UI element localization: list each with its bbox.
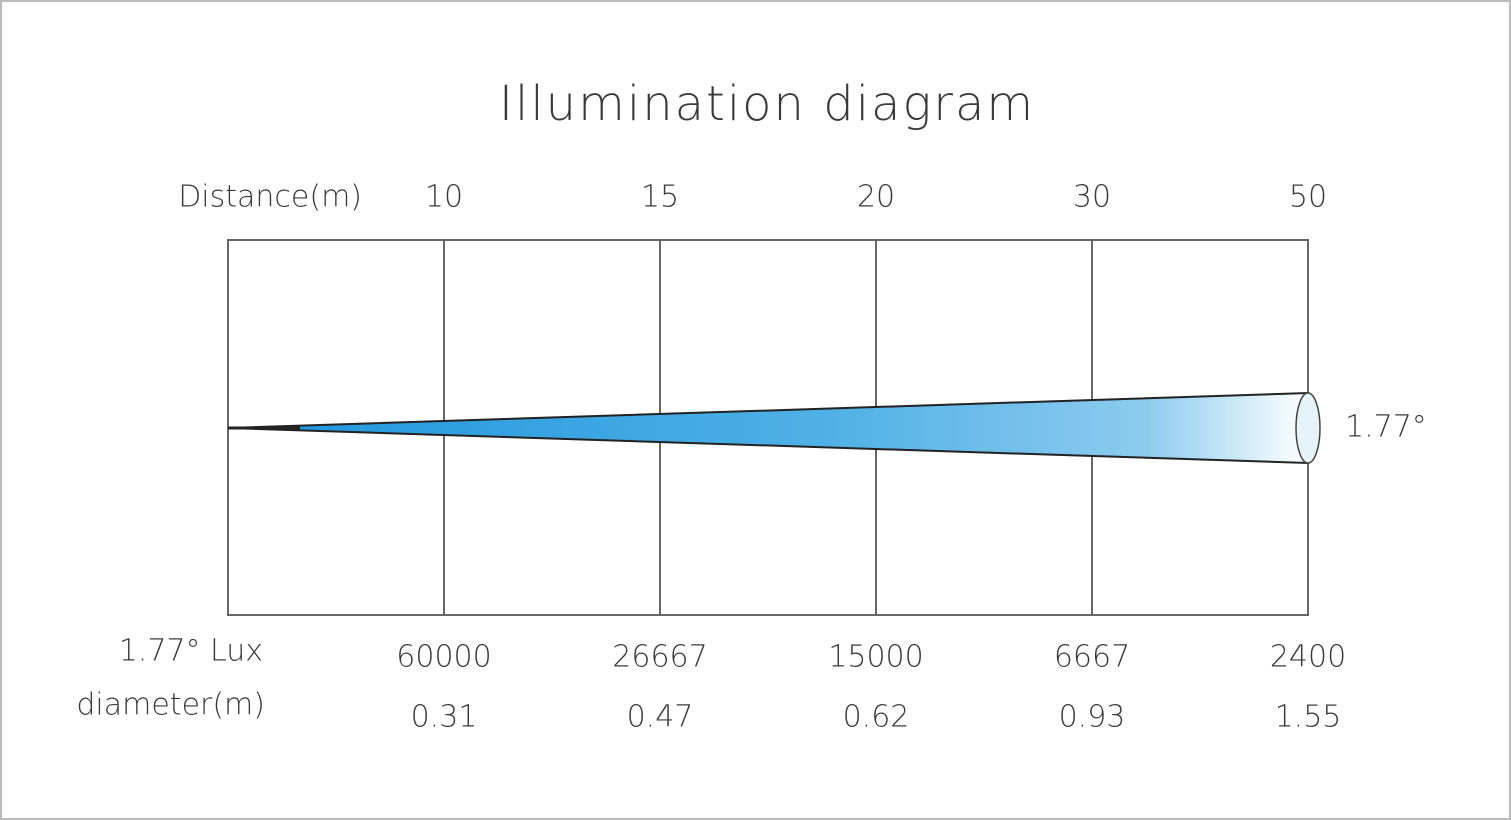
diameter-value: 1.55 (1275, 700, 1342, 735)
distance: 30 (1073, 180, 1111, 215)
distance: 20 (857, 180, 895, 215)
title: Illumination diagram (499, 76, 1035, 132)
lux-value: 6667 (1054, 640, 1130, 675)
diameter-value: 0.31 (411, 700, 478, 735)
distance: 15 (641, 180, 679, 215)
diameter-value: 0.93 (1059, 700, 1126, 735)
lux-label: 1.77° Lux (119, 634, 263, 669)
diameter-value: 0.62 (843, 700, 910, 735)
diameter-label: diameter(m) (76, 688, 265, 723)
distance: 10 (425, 180, 463, 215)
diameter-value: 0.47 (627, 700, 694, 735)
beam-end (1295, 392, 1321, 464)
beam-angle: 1.77° (1345, 410, 1427, 445)
columns: 10 60000 0.31 15 26667 0.47 20 15000 0.62 30 6667 0… (396, 180, 1346, 735)
lux-value: 15000 (828, 640, 923, 675)
distance-label: Distance(m) (178, 180, 362, 215)
lux-value: 60000 (396, 640, 491, 675)
lux-value: 2400 (1270, 640, 1346, 675)
distance: 50 (1289, 180, 1327, 215)
lux-value: 26667 (612, 640, 707, 675)
